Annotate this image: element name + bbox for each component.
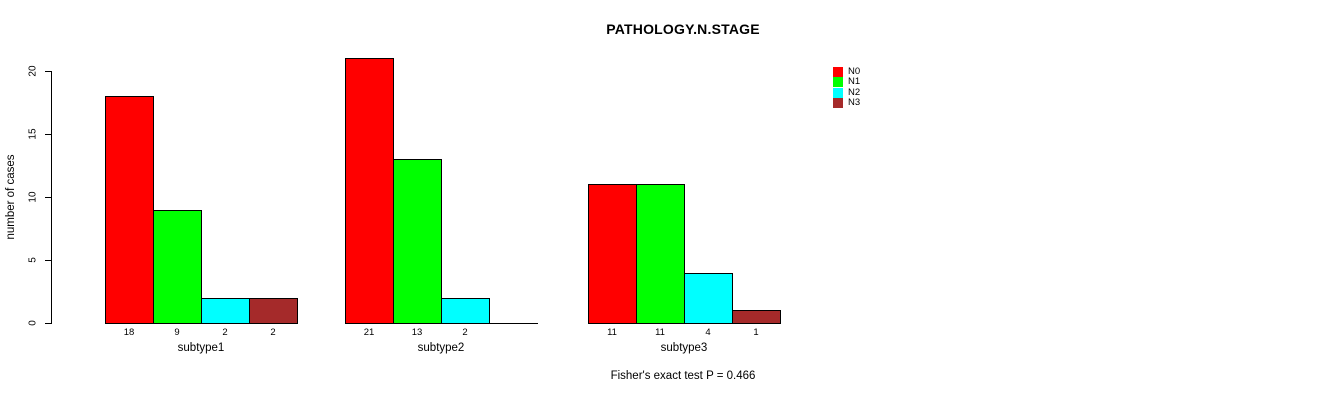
legend-label-N0: N0 (848, 66, 861, 77)
y-axis-label: number of cases (5, 154, 17, 240)
bar-subtype2-N2 (441, 298, 490, 324)
bar-value-label: 4 (705, 327, 711, 338)
bar-value-label: 9 (174, 327, 180, 338)
y-tick (45, 197, 51, 198)
bar-value-label: 2 (222, 327, 228, 338)
y-tick (45, 323, 51, 324)
chart-title: PATHOLOGY.N.STAGE (606, 21, 760, 37)
y-tick (45, 71, 51, 72)
legend-label-N2: N2 (848, 87, 861, 98)
bar-subtype2-N0 (345, 58, 394, 324)
y-axis-line (51, 71, 52, 324)
bar-subtype1-N0 (105, 96, 154, 324)
bar-value-label: 11 (607, 327, 617, 338)
y-tick-label: 5 (27, 257, 39, 263)
legend-swatch-N0 (833, 67, 843, 77)
legend-swatch-N3 (833, 98, 843, 108)
bar-subtype3-N1 (636, 184, 685, 324)
legend-label-N1: N1 (848, 76, 861, 87)
group-label-subtype1: subtype1 (177, 342, 225, 354)
bar-subtype3-N0 (588, 184, 637, 324)
bar-value-label: 2 (270, 327, 276, 338)
y-tick (45, 260, 51, 261)
legend-swatch-N2 (833, 88, 843, 98)
y-tick-label: 10 (27, 191, 39, 203)
y-tick-label: 15 (27, 128, 39, 140)
bar-subtype3-N2 (684, 273, 733, 324)
bar-value-label: 1 (753, 327, 759, 338)
y-tick (45, 134, 51, 135)
bar-subtype1-N1 (153, 210, 202, 324)
group-label-subtype2: subtype2 (417, 342, 465, 354)
bar-subtype1-N3 (249, 298, 298, 324)
bar-subtype1-N2 (201, 298, 250, 324)
bar-subtype2-N1 (393, 159, 442, 324)
fisher-test-annotation: Fisher's exact test P = 0.466 (610, 370, 756, 382)
bar-value-label: 13 (411, 327, 423, 338)
bar-value-label: 2 (462, 327, 468, 338)
bar-value-label: 11 (655, 327, 665, 338)
bar-value-label: 18 (123, 327, 135, 338)
y-tick-label: 0 (27, 320, 39, 326)
legend-label-N3: N3 (848, 97, 861, 108)
group-label-subtype3: subtype3 (660, 342, 708, 354)
legend-swatch-N1 (833, 77, 843, 87)
y-tick-label: 20 (27, 65, 39, 77)
bar-value-label: 21 (363, 327, 375, 338)
bar-subtype3-N3 (732, 310, 781, 324)
